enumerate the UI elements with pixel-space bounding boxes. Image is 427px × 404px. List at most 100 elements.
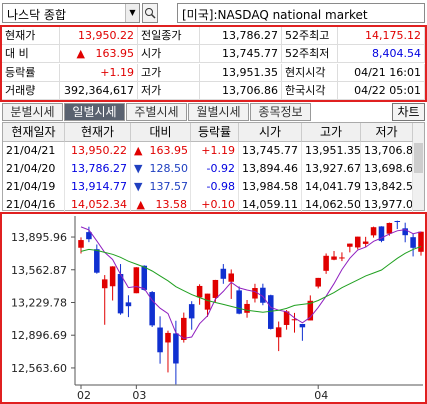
tab[interactable]: 일별시세 (64, 103, 125, 121)
table-cell: 14,059.11 (239, 196, 302, 214)
candle-body (109, 266, 116, 287)
summary-value: ▲ 163.95 (60, 45, 138, 64)
candle-body (173, 333, 179, 364)
column-header: 대비 (131, 123, 191, 142)
summary-value: 13,706.86 (200, 81, 282, 100)
table-cell: 14,041.79 (302, 178, 361, 196)
tab-bar: 분별시세 일별시세 주별시세 월별시세 종목정보 차트 (2, 103, 425, 121)
candle-body (117, 273, 124, 314)
table-cell: 13,927.67 (302, 160, 361, 178)
table-cell: -0.98 (191, 178, 239, 196)
table-cell: ▲ 13.58 (131, 196, 191, 214)
candle-body (331, 256, 337, 260)
table-cell: 13,950.22 (65, 142, 131, 160)
summary-label: 52주최저 (282, 45, 338, 64)
summary-label: 저가 (138, 81, 200, 100)
y-tick-label: 13,562.87 (11, 264, 67, 277)
chart-button[interactable]: 차트 (392, 103, 425, 121)
table-cell: 13,842.57 (361, 178, 413, 196)
candle-body (323, 255, 329, 271)
summary-value: 13,951.35 (200, 63, 282, 82)
candle-body (386, 222, 393, 234)
summary-value: 13,745.77 (200, 45, 282, 64)
candle-body (354, 236, 361, 248)
summary-value: 04/21 16:01 (338, 63, 425, 82)
candle-body (181, 317, 187, 340)
candle-body (101, 279, 108, 289)
search-icon (145, 8, 156, 19)
summary-label: 현재가 (2, 27, 60, 45)
table-cell: +1.19 (191, 142, 239, 160)
candle-body (283, 311, 290, 325)
table-cell: 21/04/21 (3, 142, 65, 160)
tab[interactable]: 분별시세 (2, 103, 63, 121)
candle-body (188, 304, 195, 319)
candle-body (291, 319, 298, 321)
column-header: 저가 (361, 123, 413, 142)
table-cell: 13,914.77 (65, 178, 131, 196)
moving-average-line (80, 226, 422, 339)
y-tick-label: 13,229.78 (11, 296, 67, 309)
candle-body (212, 279, 219, 298)
table-cell: ▼ 137.57 (131, 178, 191, 196)
table-cell: -0.92 (191, 160, 239, 178)
candle-body (252, 288, 258, 299)
summary-value: 14,175.12 (338, 27, 425, 45)
summary-value: +1.19 (60, 63, 138, 82)
table-cell: 14,052.34 (65, 196, 131, 214)
moving-average-line (80, 246, 422, 313)
y-tick-label: 13,895.96 (11, 231, 67, 244)
candle-body (236, 290, 242, 314)
candle-body (394, 221, 401, 223)
x-tick-label: 02 (77, 389, 91, 402)
table-cell: ▼ 128.50 (131, 160, 191, 178)
candle-body (268, 295, 274, 329)
candle-body (133, 267, 140, 294)
column-header: 등락률 (191, 123, 239, 142)
table-cell: 13,786.27 (65, 160, 131, 178)
summary-label: 한국시각 (282, 81, 338, 100)
candle-body (299, 323, 306, 328)
table-cell: ▲ 163.95 (131, 142, 191, 160)
column-header: 현재가 (65, 123, 131, 142)
candle-body (362, 241, 369, 244)
table-cell: 21/04/20 (3, 160, 65, 178)
table-cell: 21/04/16 (3, 196, 65, 214)
daily-table: 현재일자 현재가 대비 등락률 시가 고가 저가 21/04/21 13,950.22 ▲ 163… (2, 122, 425, 214)
candle-body (339, 257, 345, 259)
table-cell: 21/04/19 (3, 178, 65, 196)
summary-label: 현지시각 (282, 63, 338, 82)
candle-body (370, 227, 377, 236)
candle-body (418, 231, 424, 252)
candlestick-chart: 13,895.96 13,562.87 13,229.78 12,896.69 12,5… (11, 216, 424, 402)
tab[interactable]: 종목정보 (250, 103, 311, 121)
column-header: 고가 (302, 123, 361, 142)
column-header: 시가 (239, 123, 302, 142)
market-dropdown[interactable]: 나스닥 종합 ▼ (2, 3, 140, 23)
x-tick-label: 04 (314, 389, 328, 402)
y-tick-label: 12,563.60 (11, 362, 67, 375)
tab[interactable]: 월별시세 (188, 103, 249, 121)
candle-body (141, 265, 148, 290)
scrollbar[interactable] (412, 123, 424, 210)
table-cell: 13,894.46 (239, 160, 302, 178)
search-button[interactable] (142, 3, 158, 23)
summary-label: 52주최고 (282, 27, 338, 45)
dropdown-arrow[interactable]: ▼ (125, 4, 139, 22)
candle-body (275, 327, 282, 338)
table-cell: 13,951.35 (302, 142, 361, 160)
candle-body (244, 303, 250, 313)
chart-panel: 13,895.96 13,562.87 13,229.78 12,896.69 12,5… (0, 212, 427, 404)
table-cell: 14,062.50 (302, 196, 361, 214)
tab[interactable]: 주별시세 (126, 103, 187, 121)
table-cell: +0.10 (191, 196, 239, 214)
table-cell: 13,745.77 (239, 142, 302, 160)
candle-body (149, 292, 155, 326)
table-cell: 13,706.86 (361, 142, 413, 160)
candle-body (410, 237, 416, 248)
summary-value: 13,950.22 (60, 27, 138, 45)
candle-body (307, 300, 314, 321)
candle-body (94, 249, 100, 273)
scroll-thumb[interactable] (414, 143, 423, 173)
